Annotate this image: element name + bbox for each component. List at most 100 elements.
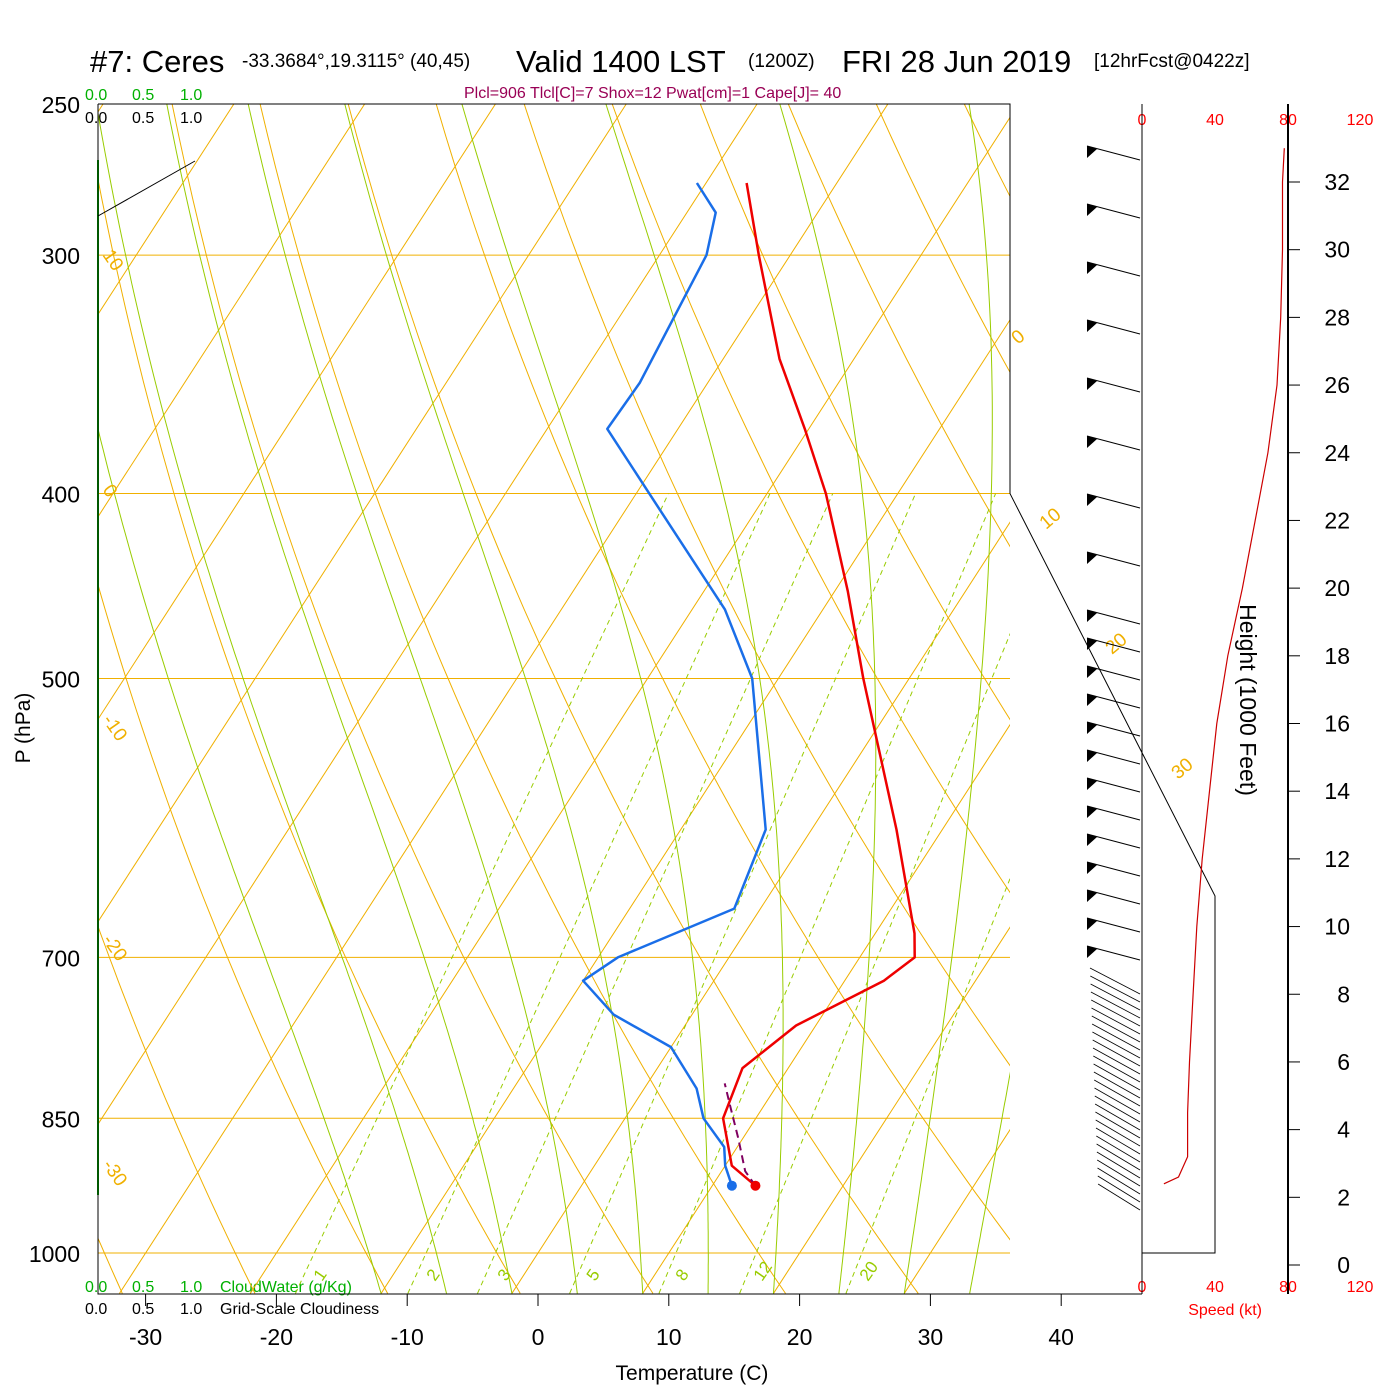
cloudiness-bottom-0: 0.0 (85, 1301, 107, 1318)
wind-barb-3 (1086, 319, 1141, 335)
parcel-path (723, 1083, 757, 1187)
cloudiness-bottom-2: 1.0 (180, 1301, 202, 1318)
low-wind-barb-10 (1092, 1047, 1141, 1075)
wind-barb-flag-2 (1087, 262, 1097, 274)
low-wind-barb-27 (1097, 1183, 1141, 1211)
low-wind-barb-18 (1095, 1111, 1141, 1139)
cloudwater-bottom-2: 1.0 (180, 1279, 202, 1296)
low-wind-barb-11 (1093, 1055, 1141, 1083)
isotherm-label-3: -20 (98, 931, 131, 966)
dry-adiabat-310 (435, 104, 1010, 1241)
wind-barb-15 (1086, 805, 1141, 821)
wind-speed-profile (1163, 148, 1285, 1185)
mixing-ratio-label-6: 20 (856, 1258, 882, 1284)
moist-adiabat--5 (98, 110, 447, 1294)
wind-barb-flag-8 (1087, 610, 1097, 622)
low-wind-barb-7 (1091, 1023, 1141, 1051)
dry-adiabat-360 (875, 104, 1010, 374)
surface-dewpoint-marker (726, 1180, 737, 1191)
speed-bottom-3: 120 (1347, 1279, 1374, 1296)
isotherm--80 (98, 104, 235, 316)
speed-bottom-1: 40 (1206, 1279, 1224, 1296)
height-tick-label-16: 32 (1324, 169, 1350, 195)
isotherm-0 (511, 521, 1010, 1294)
isotherm-label-6: 10 (1036, 504, 1066, 534)
low-wind-barb-25 (1097, 1167, 1141, 1195)
station-coords: -33.3684°,19.3115° (40,45) (242, 51, 470, 72)
dry-adiabat-260 (98, 583, 389, 1294)
mixing-ratio-5 (569, 493, 917, 1294)
height-tick-label-7: 14 (1324, 778, 1350, 804)
wind-barb-flag-10 (1087, 666, 1097, 678)
isotherm-label-8: 30 (1168, 754, 1198, 784)
mixing-ratio-label-5: 12 (750, 1258, 776, 1284)
cloudiness-label: Grid-Scale Cloudiness (220, 1301, 379, 1318)
mixing-ratio-12 (739, 632, 1010, 1294)
p-tick-label-2: 400 (42, 482, 80, 508)
x-axis-title: Temperature (C) (616, 1362, 769, 1385)
low-wind-barb-20 (1095, 1127, 1141, 1155)
cloudiness-top-0: 0.0 (85, 110, 107, 127)
isotherm-label-4: -30 (98, 1156, 131, 1191)
isotherm--50 (98, 104, 627, 923)
low-wind-barb-17 (1094, 1103, 1141, 1131)
forecast-info: [12hrFcst@0422z] (1094, 51, 1250, 72)
p-tick-label-1: 300 (42, 243, 80, 269)
p-tick-label-6: 1000 (29, 1241, 80, 1267)
moist-adiabat-25 (779, 104, 877, 1294)
x-tick-label-6: 30 (918, 1324, 944, 1350)
wind-barb-1 (1086, 203, 1141, 219)
wind-barb-18 (1086, 889, 1141, 905)
wind-barb-flag-12 (1087, 722, 1097, 734)
x-tick-label-5: 20 (787, 1324, 813, 1350)
wind-barb-4 (1086, 377, 1141, 393)
isotherm-label-2: -10 (98, 711, 131, 746)
wind-barb-0 (1086, 145, 1141, 161)
utc-time: (1200Z) (748, 51, 815, 72)
wind-barb-10 (1086, 665, 1141, 681)
speed-axis-label: Speed (kt) (1188, 1302, 1262, 1319)
dry-adiabat-300 (347, 104, 919, 1294)
dry-adiabat-420 (1383, 70, 1400, 1293)
wind-barb-12 (1086, 721, 1141, 737)
low-wind-barb-6 (1091, 1015, 1141, 1043)
cloudwater-top-2: 1.0 (180, 87, 202, 104)
low-wind-barb-3 (1090, 991, 1141, 1019)
low-wind-barb-4 (1091, 999, 1141, 1027)
x-tick-label-2: -10 (391, 1324, 424, 1350)
wind-barb-flag-17 (1087, 862, 1097, 874)
low-wind-barb-1 (1090, 975, 1141, 1003)
height-tick-label-15: 30 (1324, 237, 1350, 263)
height-tick-label-0: 0 (1337, 1252, 1350, 1278)
wind-barb-flag-0 (1087, 146, 1097, 158)
x-tick-label-4: 10 (656, 1324, 682, 1350)
moist-adiabat-30 (903, 104, 993, 1294)
height-tick-label-10: 20 (1324, 575, 1350, 601)
frame-outline (97, 103, 1216, 1295)
isotherm-20 (773, 926, 1010, 1294)
cloudwater-label: CloudWater (g/Kg) (220, 1279, 352, 1296)
height-tick-label-6: 12 (1324, 846, 1350, 872)
plot-frame (97, 103, 1216, 1295)
cloudiness-top-1: 0.5 (132, 110, 154, 127)
low-wind-barb-16 (1094, 1095, 1141, 1123)
dewpoint-profile (581, 182, 767, 1187)
low-wind-barb-21 (1096, 1135, 1141, 1163)
isotherm-label-0: 10 (98, 246, 127, 275)
wind-barb-17 (1086, 861, 1141, 877)
low-wind-barb-9 (1092, 1039, 1141, 1067)
wind-barb-flag-4 (1087, 378, 1097, 390)
wind-barb-flag-20 (1087, 946, 1097, 958)
dry-adiabat-250 (98, 924, 256, 1294)
isotherm--60 (98, 104, 497, 721)
low-wind-barb-14 (1094, 1079, 1141, 1107)
wind-barb-11 (1086, 693, 1141, 709)
dry-adiabat-290 (259, 104, 786, 1294)
moist-adiabat--10 (98, 426, 382, 1294)
height-tick-label-13: 26 (1324, 372, 1350, 398)
isotherm-10 (642, 723, 1010, 1294)
wind-barb-flag-14 (1087, 778, 1097, 790)
